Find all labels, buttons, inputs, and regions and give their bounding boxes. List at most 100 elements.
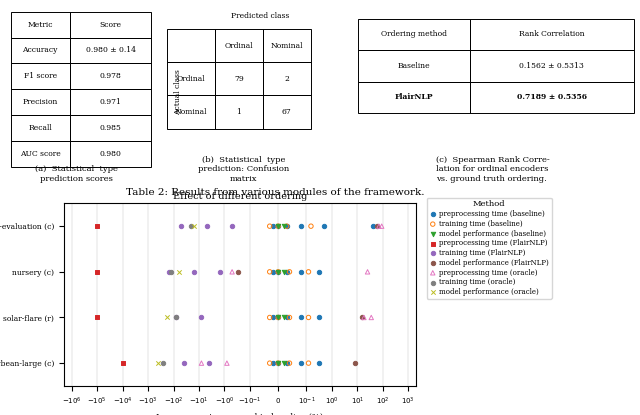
Text: Precision: Precision xyxy=(22,98,58,106)
Point xyxy=(232,269,243,275)
Text: Rank Correlation: Rank Correlation xyxy=(519,30,585,39)
Text: 79: 79 xyxy=(234,75,244,83)
Text: Table 2: Results from various modules of the framework.: Table 2: Results from various modules of… xyxy=(126,188,424,198)
model performance (FlairNLP) xyxy=(372,223,382,229)
Point xyxy=(118,360,128,366)
Text: AUC score: AUC score xyxy=(20,150,61,158)
Point xyxy=(264,223,275,229)
Bar xyxy=(470,81,634,113)
Point xyxy=(273,314,284,321)
Point xyxy=(202,223,212,229)
Bar xyxy=(470,19,634,50)
Point xyxy=(273,269,284,275)
Bar xyxy=(358,81,470,113)
Point xyxy=(162,314,172,321)
Point xyxy=(196,314,207,321)
Point xyxy=(279,360,289,366)
Point xyxy=(319,223,330,229)
Point xyxy=(189,269,200,275)
Text: 0.980: 0.980 xyxy=(100,150,122,158)
Point xyxy=(264,314,275,321)
Text: Ordinal: Ordinal xyxy=(177,75,205,83)
Point xyxy=(314,314,324,321)
Point xyxy=(273,360,284,366)
Point xyxy=(350,360,360,366)
Point xyxy=(359,314,369,321)
Point xyxy=(166,269,177,275)
Point xyxy=(171,314,181,321)
Bar xyxy=(358,19,470,50)
model performance (oracle) xyxy=(189,223,200,229)
Point xyxy=(282,223,292,229)
Point xyxy=(273,314,284,321)
Text: F1 score: F1 score xyxy=(24,72,57,80)
Bar xyxy=(11,12,70,38)
Bar xyxy=(470,50,634,81)
preprocessing time (FlairNLP) xyxy=(92,223,102,229)
Point xyxy=(179,360,189,366)
preprocessing time (oracle) xyxy=(374,223,384,229)
Point xyxy=(282,314,292,321)
Point xyxy=(367,223,378,229)
Bar xyxy=(167,29,215,62)
Bar xyxy=(11,38,70,63)
Text: Score: Score xyxy=(100,21,122,29)
Text: 0.971: 0.971 xyxy=(100,98,122,106)
Point xyxy=(164,269,174,275)
Point xyxy=(268,269,278,275)
Point xyxy=(204,360,214,366)
Text: 0.7189 ± 0.5356: 0.7189 ± 0.5356 xyxy=(517,93,587,101)
Text: 0.985: 0.985 xyxy=(100,124,122,132)
Point xyxy=(282,360,292,366)
Point xyxy=(268,314,278,321)
Bar xyxy=(215,29,263,62)
Point xyxy=(366,314,376,321)
preprocessing time (baseline) xyxy=(273,223,284,229)
Bar xyxy=(70,89,152,115)
Point xyxy=(314,360,324,366)
Bar xyxy=(358,50,470,81)
Point xyxy=(306,223,316,229)
Point xyxy=(273,269,284,275)
Point xyxy=(215,269,225,275)
Text: Accuracy: Accuracy xyxy=(22,46,58,54)
Point xyxy=(282,269,292,275)
Bar xyxy=(11,141,70,166)
Point xyxy=(222,360,232,366)
Point xyxy=(284,269,294,275)
Bar xyxy=(263,62,311,95)
Text: 1: 1 xyxy=(237,108,241,116)
Point xyxy=(279,269,289,275)
Point xyxy=(296,269,306,275)
Text: (b)  Statistical  type
prediction: Confusion
matrix: (b) Statistical type prediction: Confusi… xyxy=(198,156,289,183)
Text: (c)  Spearman Rank Corre-
lation for ordinal encoders
vs. ground truth ordering.: (c) Spearman Rank Corre- lation for ordi… xyxy=(436,156,550,183)
Text: Ordinal: Ordinal xyxy=(225,42,253,50)
Point xyxy=(282,223,292,229)
Point xyxy=(196,360,207,366)
X-axis label: Improvement compared to baseline (%): Improvement compared to baseline (%) xyxy=(156,413,324,415)
Point xyxy=(376,223,387,229)
Point xyxy=(284,314,294,321)
Point xyxy=(296,360,306,366)
Point xyxy=(296,223,306,229)
Point xyxy=(303,269,314,275)
Text: Actual class: Actual class xyxy=(175,69,182,115)
training time (FlairNLP) xyxy=(176,223,186,229)
Text: Recall: Recall xyxy=(28,124,52,132)
Text: Ordering method: Ordering method xyxy=(381,30,447,39)
Text: (a)  Statistical  type
prediction scores: (a) Statistical type prediction scores xyxy=(35,166,118,183)
model performance (baseline) xyxy=(273,223,284,229)
Text: Metric: Metric xyxy=(28,21,53,29)
Point xyxy=(279,314,289,321)
training time (oracle) xyxy=(186,223,196,229)
Title: Effect of different ordering: Effect of different ordering xyxy=(173,192,307,201)
Text: Baseline: Baseline xyxy=(397,62,430,70)
Bar xyxy=(70,63,152,89)
Point xyxy=(303,314,314,321)
Point xyxy=(314,269,324,275)
Point xyxy=(303,360,314,366)
Point xyxy=(268,360,278,366)
Text: Nominal: Nominal xyxy=(271,42,303,50)
Point xyxy=(296,314,306,321)
Point xyxy=(273,360,284,366)
